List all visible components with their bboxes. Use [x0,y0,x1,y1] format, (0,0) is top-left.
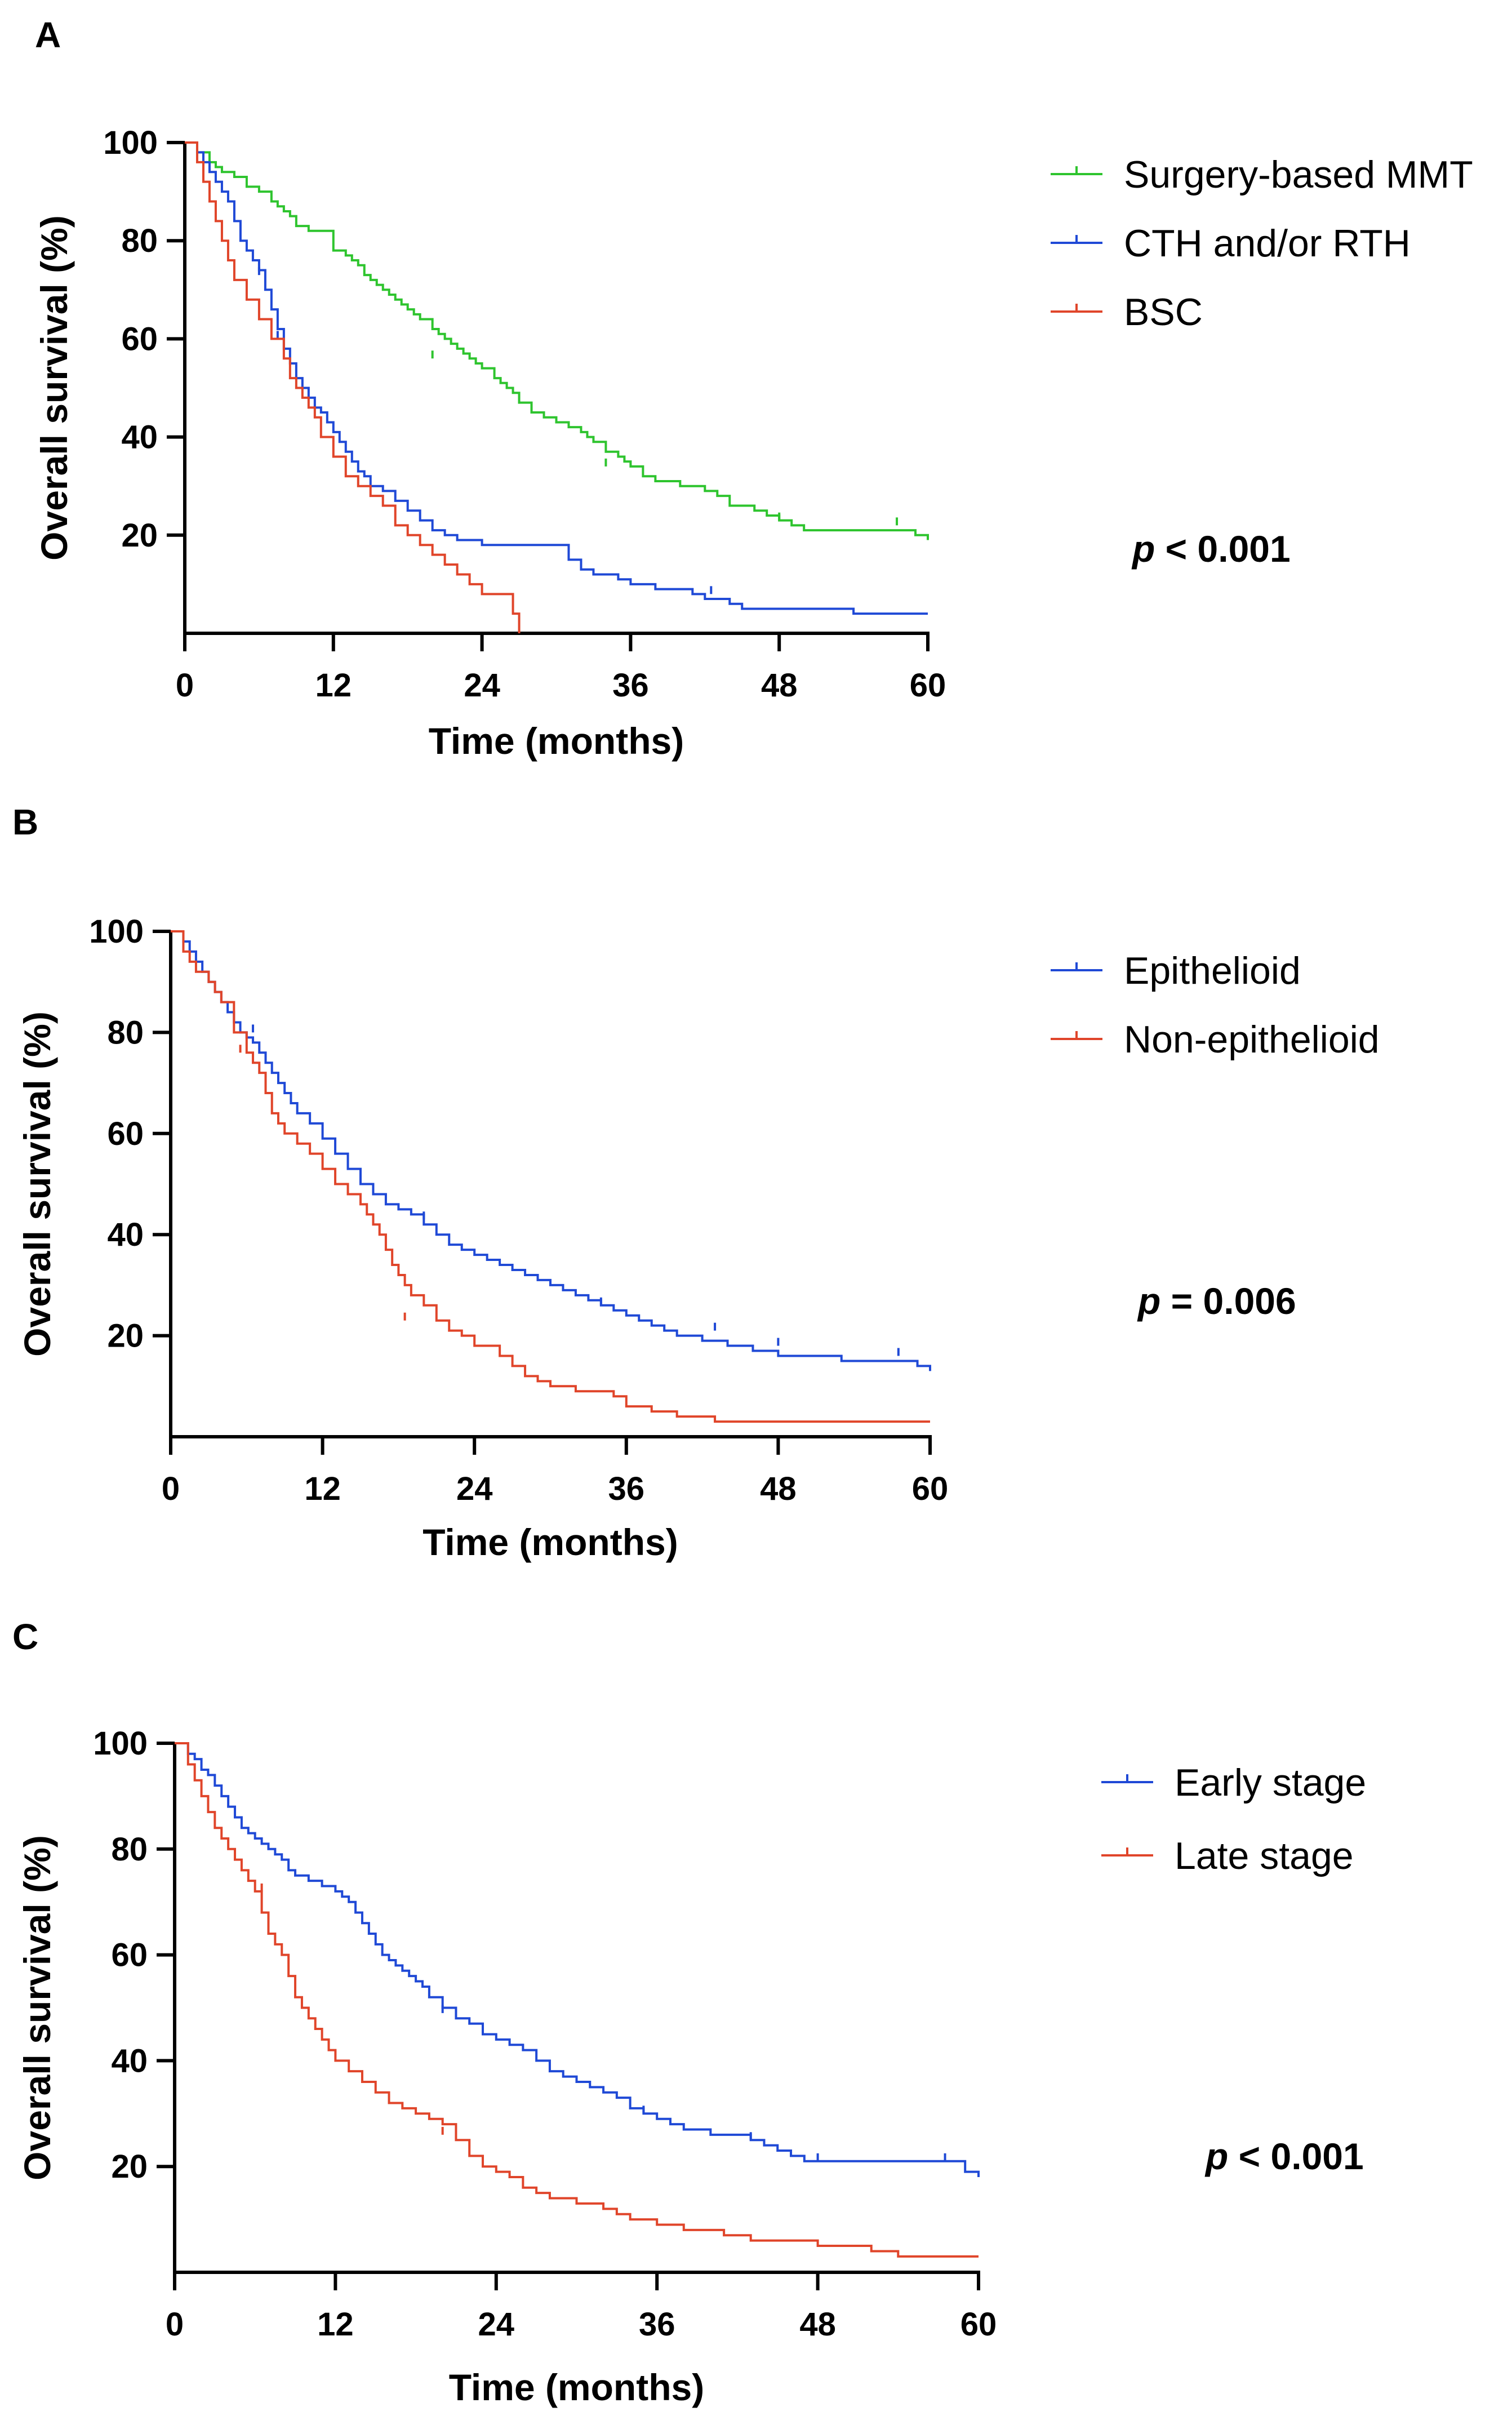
y-tick-label: 80 [107,1014,144,1051]
p-value: p < 0.001 [1204,2135,1364,2177]
p-value: p = 0.006 [1137,1280,1296,1322]
legend-label: Epithelioid [1124,949,1301,992]
p-value-text: = 0.006 [1160,1280,1296,1322]
y-tick-label: 20 [121,517,158,554]
x-tick-label: 48 [760,1471,797,1507]
y-axis-title: Overall survival (%) [33,215,75,561]
x-tick-label: 0 [162,1471,180,1507]
x-axis-title: Time (months) [449,2366,704,2408]
x-tick-label: 36 [639,2306,675,2343]
panel-letter: C [12,1616,38,1657]
x-tick-label: 12 [304,1471,341,1507]
y-tick-label: 100 [103,125,158,161]
x-tick-label: 48 [799,2306,836,2343]
x-tick-label: 36 [608,1471,645,1507]
legend-label: Early stage [1175,1761,1366,1804]
panel-letter: B [12,802,38,842]
km-curve-1 [171,930,930,1423]
x-tick-label: 60 [912,1471,949,1507]
p-symbol: p [1204,2135,1228,2177]
x-axis-title: Time (months) [423,1521,678,1563]
p-value: p < 0.001 [1131,528,1291,570]
p-value-text: < 0.001 [1155,528,1290,570]
y-tick-label: 100 [89,913,144,950]
km-curve-0 [171,930,931,1371]
y-tick-label: 60 [121,321,158,357]
y-tick-label: 40 [111,2042,148,2079]
x-tick-label: 60 [910,667,946,704]
km-curve-0 [175,1742,980,2177]
legend-label: Late stage [1175,1835,1354,1877]
y-tick-label: 40 [121,419,158,456]
legend-label: BSC [1124,291,1203,334]
p-value-text: < 0.001 [1228,2135,1363,2177]
panel-a: A 0 12 24 36 48 60 20 40 60 80 100 Time (months) Over… [33,15,1473,762]
x-tick-label: 24 [464,667,500,704]
y-tick-label: 80 [121,223,158,259]
y-tick-label: 20 [107,1318,144,1354]
y-tick-label: 20 [111,2148,148,2185]
km-curve-0 [185,141,929,540]
y-tick-label: 40 [107,1216,144,1253]
legend-label: CTH and/or RTH [1124,222,1411,265]
legend-label: Non-epithelioid [1124,1018,1380,1061]
legend-label: Surgery-based MMT [1124,153,1473,196]
y-tick-label: 100 [93,1725,148,1762]
y-axis-title: Overall survival (%) [16,1835,58,2180]
panel-b: B 0 12 24 36 48 60 20 40 60 80 100 Time (months) Over… [12,802,1380,1563]
p-symbol: p [1137,1280,1160,1322]
x-tick-label: 36 [612,667,649,704]
y-axis-title: Overall survival (%) [16,1011,58,1357]
x-tick-label: 60 [960,2306,997,2343]
km-curve-1 [185,141,928,615]
y-tick-label: 60 [111,1937,148,1974]
x-tick-label: 24 [478,2306,515,2343]
x-tick-label: 0 [166,2306,184,2343]
panel-c: C 0 12 24 36 48 60 20 40 60 80 100 Time (months) Over… [12,1616,1366,2408]
x-axis-title: Time (months) [429,720,684,762]
y-tick-label: 60 [107,1116,144,1152]
x-tick-label: 24 [456,1471,493,1507]
y-tick-label: 80 [111,1831,148,1868]
km-curve-1 [175,1742,979,2258]
km-curve-2 [185,141,521,633]
x-tick-label: 0 [176,667,194,704]
x-tick-label: 12 [317,2306,354,2343]
p-symbol: p [1131,528,1155,570]
x-tick-label: 48 [761,667,798,704]
x-tick-label: 12 [315,667,352,704]
panel-letter: A [35,15,61,55]
